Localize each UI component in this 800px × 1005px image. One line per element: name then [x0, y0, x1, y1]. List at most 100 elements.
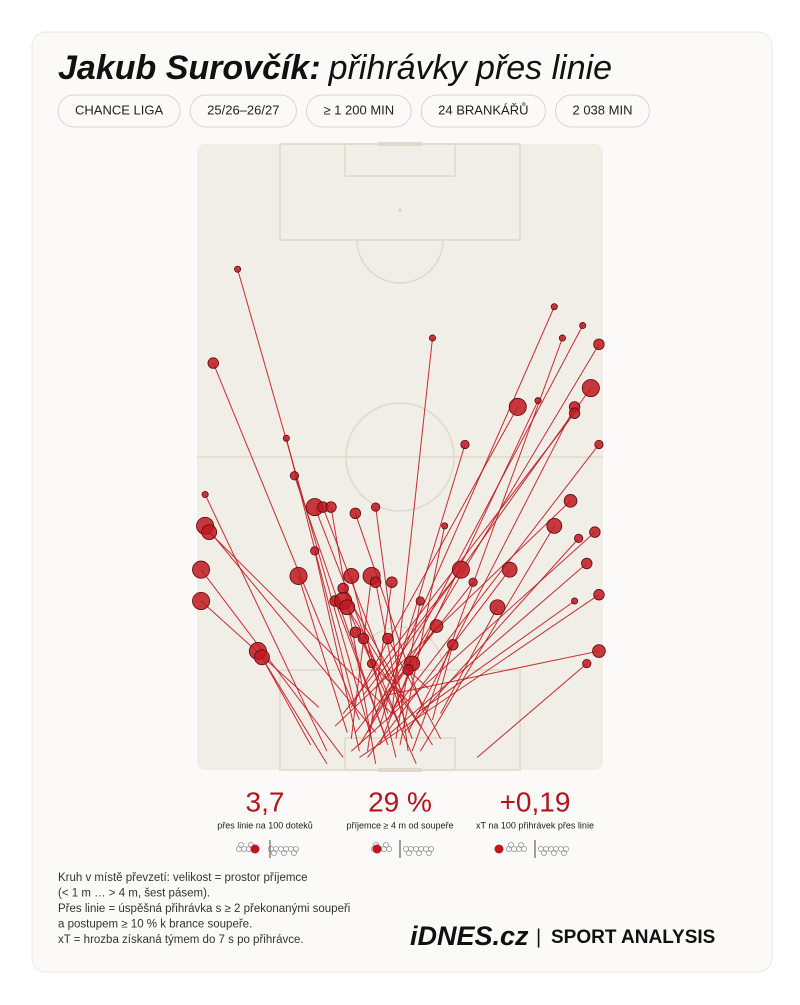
pass-line [212, 362, 360, 721]
tag: CHANCE LIGA [57, 94, 181, 128]
reception-point [386, 576, 398, 588]
reception-point [581, 557, 593, 570]
pass-line [363, 569, 462, 696]
peer-dot [382, 842, 389, 849]
reception-point [289, 566, 308, 585]
reception-point [349, 626, 362, 638]
pass-line [298, 575, 348, 733]
pass-line [342, 600, 433, 746]
reception-point [589, 526, 601, 538]
tag-label: 25/26–26/27 [207, 102, 279, 117]
pass-line [387, 638, 442, 739]
stat-label: příjemce ≥ 4 m od soupeře [347, 820, 454, 830]
peer-dot [385, 846, 392, 853]
peer-dot [561, 850, 568, 857]
peer-dot [518, 842, 525, 849]
reception-point [568, 407, 581, 419]
reception-point [460, 439, 470, 450]
reception-point [371, 502, 381, 512]
pass-line [261, 657, 312, 746]
reception-point [325, 501, 337, 513]
peer-dot [237, 842, 244, 849]
stat-value: 3,7 [246, 786, 285, 817]
pass-line [334, 500, 571, 727]
pass-line [431, 644, 454, 721]
reception-point [343, 568, 360, 584]
reception-point [366, 658, 377, 669]
reception-point [234, 265, 242, 273]
product-name: SPORT ANALYSIS [551, 927, 715, 948]
player-dot [494, 844, 504, 854]
player-dot [372, 844, 382, 854]
reception-point [501, 561, 518, 578]
reception-point [546, 517, 563, 534]
tag-pill [420, 94, 546, 128]
player-name: Jakub Surovčík: [58, 49, 321, 87]
pass-line [350, 575, 373, 739]
pass-line [334, 600, 385, 733]
reception-point [429, 619, 444, 633]
reception-point [489, 599, 506, 616]
reception-point [451, 560, 470, 579]
peer-dot [507, 842, 514, 849]
pass-line [391, 338, 433, 714]
pass-line [285, 438, 356, 708]
reception-point [508, 397, 527, 416]
pass-line [367, 306, 555, 733]
reception-point [579, 322, 587, 330]
player-dot [250, 844, 260, 854]
reception-point [428, 334, 436, 342]
notes: Kruh v místě převzetí: velikost = prosto… [58, 872, 350, 946]
tag: ≥ 1 200 MIN [305, 94, 412, 128]
reception-point [254, 649, 270, 666]
tag-row: CHANCE LIGA 25/26–26/27 ≥ 1 200 MIN 24 BRAN… [57, 94, 650, 128]
pass-line [387, 650, 600, 696]
tag-label: CHANCE LIGA [75, 102, 163, 117]
separator: | [536, 926, 541, 948]
peer-dot [405, 850, 412, 857]
reception-point [192, 560, 211, 579]
note-line: xT = hrozba získaná týmem do 7 s po přih… [58, 934, 304, 946]
peer-dot [521, 846, 528, 853]
reception-point [563, 494, 578, 508]
reception-point [593, 338, 605, 351]
tag-label: 2 038 MIN [572, 102, 632, 117]
reception-point [382, 632, 394, 645]
pass-line [200, 569, 344, 758]
reception-point [550, 303, 558, 311]
stats: 3,7 přes linie na 100 doteků 29 % příjemce … [217, 786, 594, 858]
peer-dot [280, 850, 287, 857]
reception-point [468, 577, 478, 587]
tag-pill [57, 94, 181, 128]
stat-label: přes linie na 100 doteků [217, 820, 313, 830]
title-subtitle: přihrávky přes linie [328, 49, 612, 87]
reception-point [282, 434, 290, 442]
pass-line [383, 563, 588, 740]
peer-dot [270, 850, 277, 857]
pass-line [403, 538, 580, 733]
pass-line [375, 582, 401, 708]
reception-point [581, 379, 600, 398]
reception-point [558, 334, 566, 342]
reception-point [310, 546, 320, 556]
reception-point [207, 357, 219, 369]
reception-point [582, 658, 592, 669]
pass-line [407, 406, 576, 733]
reception-point [349, 507, 362, 520]
reception-point [192, 591, 211, 610]
pass-line [383, 325, 584, 702]
reception-point [289, 471, 300, 481]
pass-line [314, 550, 360, 752]
reception-point [415, 596, 425, 606]
tag-pill [554, 94, 650, 128]
tag: 25/26–26/27 [189, 94, 297, 128]
reception-point [369, 576, 382, 588]
stat-value: 29 % [368, 786, 432, 817]
pass-line [419, 525, 555, 752]
reception-point [357, 632, 370, 645]
stat-label: xT na 100 přihrávek přes linie [476, 820, 594, 830]
reception-point [574, 533, 584, 543]
reception-point [339, 599, 356, 616]
pass-line [395, 444, 600, 708]
